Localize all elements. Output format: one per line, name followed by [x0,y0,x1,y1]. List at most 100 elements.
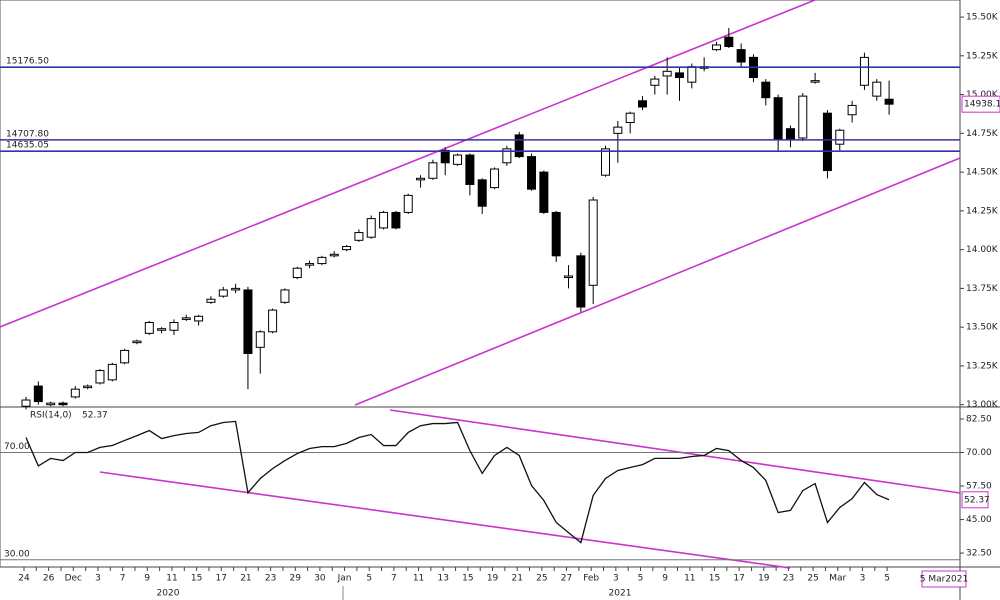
x-tick-label: 23 [265,574,276,584]
year-label: 2021 [609,589,632,599]
candle-body [21,399,31,407]
candle-body [502,148,512,164]
candle-body [416,177,426,181]
candle-body [847,104,857,116]
x-tick-label: 19 [487,574,499,584]
x-tick-label: 24 [18,574,30,584]
candle-body [70,388,80,398]
candle-body [835,129,845,145]
x-tick-label: 17 [733,574,744,584]
x-tick-label: 27 [561,574,572,584]
x-tick-label: 15 [462,574,473,584]
y-tick-label: 13.25K [966,361,999,371]
y-tick-label: 57.50 [966,482,992,492]
candle-body [872,81,882,97]
level-label: 70.00 [4,442,30,452]
x-tick-label: 3 [613,574,619,584]
candle-body [613,126,623,134]
y-tick-label: 15.25K [966,51,999,61]
candle-body [391,211,401,229]
candle-body [798,95,808,139]
x-tick-label: 29 [290,574,302,584]
candle-body [638,100,647,108]
candle-body [564,275,574,278]
price-tag [961,95,1000,113]
candle-body [194,315,204,322]
y-tick-label: 14.75K [966,129,999,139]
candle-body [218,289,228,297]
x-tick-label: Feb [583,574,599,584]
plot-frame [0,0,961,568]
date-label: 5 Mar2021 [920,575,968,585]
x-tick-label: 9 [144,574,150,584]
trend-line [354,157,961,406]
x-tick-label: 21 [240,574,251,584]
y-tick-label: 14.50K [966,168,999,178]
candle-body [674,72,684,79]
candle-body [206,298,216,303]
candle-body [255,331,265,348]
candle-body [810,80,820,83]
x-tick-label: 26 [43,574,55,584]
x-tick-label: 19 [758,574,770,584]
trend-line [0,0,816,328]
x-tick-label: 5 [638,574,644,584]
candle-body [884,98,894,105]
x-tick-label: Dec [65,574,82,584]
x-tick-label: 21 [511,574,522,584]
y-tick-label: 14.00K [966,245,999,255]
candle-body [132,340,142,344]
candle-body [181,317,191,320]
candle-body [785,128,795,141]
candle-body [107,363,117,381]
candle-body [379,211,389,229]
x-tick-label: Mar [829,574,846,584]
x-tick-label: 13 [437,574,448,584]
x-tick-label: 15 [709,574,720,584]
candle-body [120,349,130,364]
candle-body [859,56,869,86]
y-tick-label: 14.25K [966,206,999,216]
price-tag-label: 14938.1 [964,100,1000,110]
candle-body [292,267,302,279]
candle-body [514,134,524,158]
x-tick-label: Jan [337,574,352,584]
y-tick-label: 13.50K [966,323,999,333]
candle-body [601,148,611,176]
candle-body [329,253,339,257]
x-tick-label: 5 [884,574,890,584]
level-label: 14707.80 [6,129,49,139]
x-tick-label: 25 [536,574,547,584]
y-tick-label: 15.50K [966,13,999,23]
candle-body [46,402,56,406]
year-label: 2020 [157,589,180,599]
rsi-value: 52.37 [82,411,108,421]
date-tag [921,570,967,588]
candle-body [662,70,672,77]
rsi-tag [961,491,989,509]
candle-body [711,44,721,51]
rsi-title: RSI(14,0) [30,411,72,421]
candle-body [822,112,832,172]
candle-body [687,66,697,83]
candle-body [527,156,537,190]
x-tick-label: 5 [366,574,372,584]
candle-body [465,154,475,186]
rsi-tag-label: 52.37 [964,495,990,505]
candle-body [144,321,154,334]
candle-body [95,370,105,384]
y-tick-label: 32.50 [966,549,992,559]
x-tick-label: 3 [95,574,101,584]
candle-body [33,385,43,403]
candle-body [58,402,68,406]
y-tick-label: 13.00K [966,400,999,410]
candle-body [157,328,167,331]
y-tick-label: 15.00K [966,90,999,100]
rsi-line [25,420,890,544]
trend-line [389,409,961,494]
level-label: 30.00 [4,549,30,559]
candle-body [366,218,376,238]
y-tick-label: 70.00 [966,448,992,458]
x-tick-label: 11 [684,574,695,584]
x-tick-label: 11 [413,574,424,584]
